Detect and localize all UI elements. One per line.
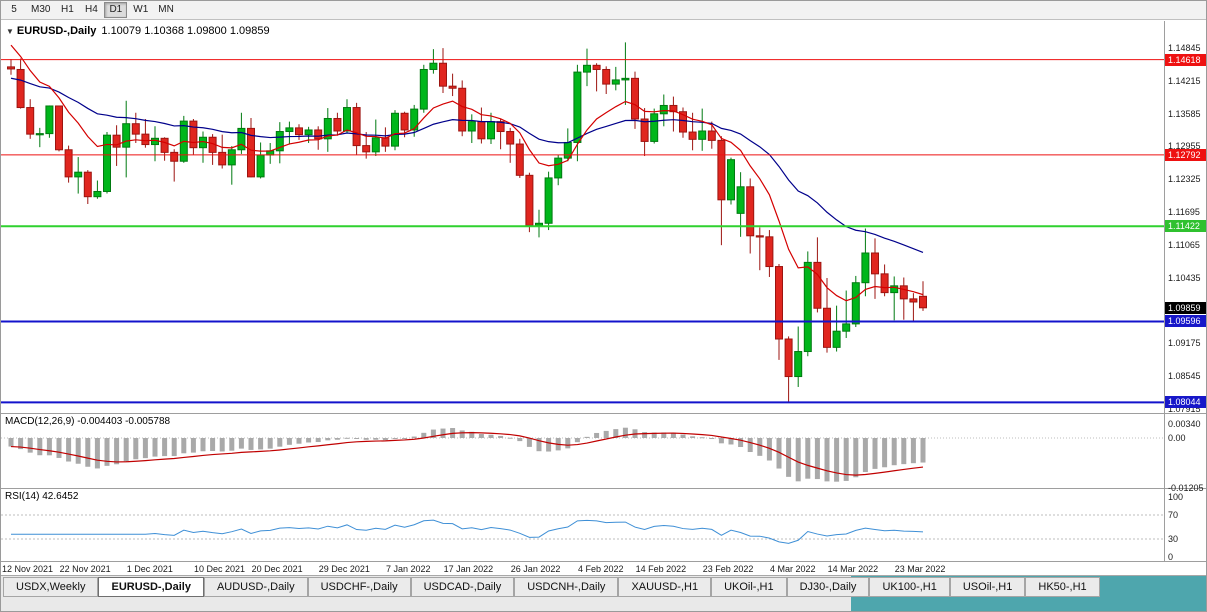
date-axis-label: 14 Feb 2022 [635,564,687,574]
date-axis-label: 4 Feb 2022 [578,564,624,574]
timeframe-button-h4[interactable]: H4 [85,4,98,15]
rsi-axis-label: 100 [1168,492,1184,502]
macd-indicator-label: MACD(12,26,9) -0.004403 -0.005788 [5,416,170,427]
chart-tab-eurusd-daily[interactable]: EURUSD-,Daily [98,577,204,597]
price-level-badge: 1.09596 [1165,315,1206,328]
chart-tab-hk50-h1[interactable]: HK50-,H1 [1025,577,1100,597]
timeframe-button-d1[interactable]: D1 [104,2,128,18]
ma-fast-line [10,44,924,302]
date-axis-label: 22 Nov 2021 [59,564,111,574]
ma-slow-line [10,77,924,254]
macd-signal-line [10,432,924,476]
timeframe-button-h1[interactable]: H1 [61,4,74,15]
price-level-badge: 1.11422 [1165,220,1206,233]
price-axis-label: 1.08545 [1168,371,1201,382]
date-axis-label: 12 Nov 2021 [2,564,54,574]
chart-tab-bar: USDX,Weekly EURUSD-,Daily AUDUSD-,Daily USD… [1,575,1206,611]
chart-tab-usdx-weekly[interactable]: USDX,Weekly [3,577,99,597]
candles-layer [7,42,927,402]
price-level-badge: 1.12792 [1165,148,1206,161]
price-axis-label: 1.11695 [1168,207,1200,218]
chart-tab-uk100-h1[interactable]: UK100-,H1 [869,577,950,597]
rsi-name: RSI(14) [5,491,40,502]
price-axis-label: 1.09175 [1168,338,1201,349]
timeframe-button-mn[interactable]: MN [158,4,174,15]
date-axis-label: 29 Dec 2021 [318,564,370,574]
chart-tab-dj30-daily[interactable]: DJ30-,Daily [786,577,870,597]
chart-tab-audusd-daily[interactable]: AUDUSD-,Daily [203,577,308,597]
macd-axis-label: 0.00 [1168,433,1186,443]
date-axis-label: 17 Jan 2022 [443,564,494,574]
rsi-axis-label: 70 [1168,510,1179,520]
chart-tab-usdcad-daily[interactable]: USDCAD-,Daily [410,577,515,597]
macd-histogram [8,427,926,482]
timeframe-button-5[interactable]: 5 [11,4,17,15]
chart-dropdown-icon[interactable]: ▼ [6,27,14,36]
rsi-axis-label: 0 [1168,552,1174,562]
macd-name: MACD(12,26,9) [5,416,75,427]
rsi-value: 42.6452 [42,491,79,502]
chart-tabs: USDX,Weekly EURUSD-,Daily AUDUSD-,Daily USD… [3,577,1100,597]
price-axis-label: 1.10435 [1168,272,1201,283]
price-axis-label: 1.07915 [1168,404,1201,415]
chart-tab-usoil-h1[interactable]: USOil-,H1 [949,577,1026,597]
chart-symbol-title: EURUSD-,Daily [16,25,97,37]
chart-tab-ukoil-h1[interactable]: UKOil-,H1 [711,577,787,597]
rsi-line [11,519,924,544]
timeframe-button-w1[interactable]: W1 [133,4,149,15]
macd-axis-label: -0.01205 [1168,482,1204,493]
price-axis-label: 1.14845 [1168,42,1201,53]
date-axis-label: 7 Jan 2022 [386,564,431,574]
date-axis-label: 20 Dec 2021 [251,564,303,574]
date-axis-label: 4 Mar 2022 [770,564,816,574]
chart-tab-usdchf-daily[interactable]: USDCHF-,Daily [307,577,411,597]
date-axis-label: 23 Mar 2022 [894,564,946,574]
price-axis-label: 1.14215 [1168,75,1201,86]
date-axis-label: 23 Feb 2022 [702,564,754,574]
rsi-axis-label: 30 [1168,534,1179,544]
chart-ohlc-values: 1.10079 1.10368 1.09800 1.09859 [101,25,270,37]
chart-tab-usdcnh-daily[interactable]: USDCNH-,Daily [514,577,619,597]
timeframe-button-m30[interactable]: M30 [31,4,51,15]
chart-header: ▼ EURUSD-,Daily 1.10079 1.10368 1.09800 1.… [6,25,270,37]
price-level-badge: 1.08044 [1165,396,1206,409]
timeframe-toolbar: 5 M30 H1 H4 D1 W1 MN [1,1,1206,20]
macd-axis-label: 0.00340 [1168,418,1201,429]
date-axis-label: 26 Jan 2022 [510,564,561,574]
macd-values: -0.004403 -0.005788 [77,416,171,427]
price-level-badge: 1.14618 [1165,53,1206,66]
price-axis-label: 1.13585 [1168,108,1201,119]
price-axis-label: 1.12325 [1168,174,1201,185]
date-axis-label: 10 Dec 2021 [194,564,246,574]
date-axis-label: 1 Dec 2021 [126,564,173,574]
rsi-indicator-label: RSI(14) 42.6452 [5,491,78,502]
price-axis-label: 1.11065 [1168,239,1200,250]
price-level-badge: 1.09859 [1165,301,1206,314]
chart-tab-xauusd-h1[interactable]: XAUUSD-,H1 [618,577,712,597]
date-axis-label: 14 Mar 2022 [827,564,879,574]
price-axis-label: 1.12955 [1168,141,1201,152]
